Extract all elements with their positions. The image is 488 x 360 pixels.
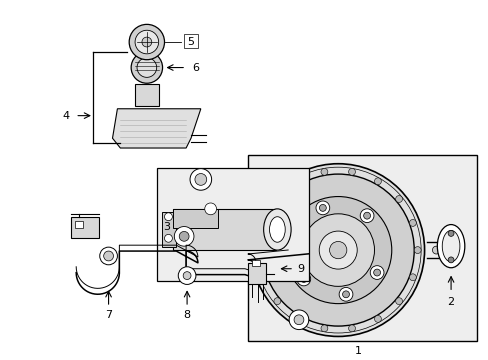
Circle shape [137, 58, 156, 77]
Circle shape [294, 178, 301, 185]
Circle shape [294, 315, 301, 322]
Circle shape [408, 274, 415, 281]
Circle shape [293, 315, 303, 325]
Text: 2: 2 [447, 297, 454, 307]
Bar [247, 263, 265, 284]
Circle shape [251, 164, 424, 337]
Bar [161, 212, 176, 247]
Circle shape [431, 246, 439, 254]
Circle shape [395, 298, 402, 305]
Circle shape [300, 275, 306, 282]
Circle shape [288, 228, 302, 242]
Circle shape [373, 269, 380, 276]
Circle shape [204, 203, 216, 215]
Circle shape [319, 231, 357, 269]
Text: 5: 5 [187, 37, 194, 47]
Circle shape [447, 257, 453, 263]
Circle shape [262, 174, 413, 326]
Circle shape [288, 310, 308, 329]
Ellipse shape [441, 230, 459, 262]
Text: 9: 9 [297, 264, 304, 274]
Text: 4: 4 [62, 111, 70, 121]
Circle shape [103, 251, 113, 261]
Text: 1: 1 [354, 346, 361, 356]
Circle shape [284, 197, 391, 303]
Circle shape [320, 325, 327, 332]
Bar [135, 84, 158, 106]
Circle shape [348, 168, 355, 175]
Bar [156, 168, 308, 280]
Bar [75, 221, 83, 229]
Circle shape [255, 247, 262, 253]
Circle shape [319, 204, 325, 211]
Circle shape [273, 195, 280, 202]
Circle shape [142, 37, 151, 47]
Text: 8: 8 [183, 310, 190, 320]
Circle shape [374, 178, 381, 185]
Circle shape [195, 174, 206, 185]
Circle shape [135, 30, 158, 54]
Circle shape [129, 24, 164, 60]
Ellipse shape [436, 225, 464, 268]
Circle shape [131, 52, 162, 83]
Bar [173, 209, 276, 250]
Circle shape [342, 291, 349, 298]
Circle shape [183, 272, 191, 279]
Text: 7: 7 [105, 310, 112, 320]
Bar [247, 155, 476, 341]
Circle shape [260, 220, 266, 226]
Circle shape [100, 247, 117, 265]
Text: 3: 3 [163, 221, 170, 231]
Circle shape [363, 212, 370, 219]
Circle shape [348, 325, 355, 332]
Bar [173, 209, 217, 229]
Circle shape [292, 231, 299, 238]
Circle shape [315, 201, 329, 215]
Circle shape [190, 168, 211, 190]
Circle shape [296, 272, 310, 286]
Ellipse shape [263, 209, 290, 250]
Circle shape [408, 220, 415, 226]
Circle shape [374, 315, 381, 322]
Circle shape [273, 298, 280, 305]
Bar [71, 217, 99, 238]
Polygon shape [112, 109, 201, 148]
Circle shape [179, 231, 189, 241]
Circle shape [260, 274, 266, 281]
Circle shape [395, 195, 402, 202]
Circle shape [447, 230, 453, 237]
Circle shape [369, 266, 383, 279]
Circle shape [178, 267, 196, 284]
Circle shape [360, 209, 373, 222]
Circle shape [164, 234, 172, 242]
Circle shape [413, 247, 420, 253]
Bar [251, 260, 259, 266]
Bar [184, 34, 198, 48]
Circle shape [320, 168, 327, 175]
Circle shape [329, 242, 346, 259]
Circle shape [301, 214, 374, 286]
Text: 6: 6 [192, 63, 199, 73]
Ellipse shape [269, 217, 285, 242]
Circle shape [339, 287, 352, 301]
Circle shape [174, 226, 194, 246]
Circle shape [164, 213, 172, 221]
